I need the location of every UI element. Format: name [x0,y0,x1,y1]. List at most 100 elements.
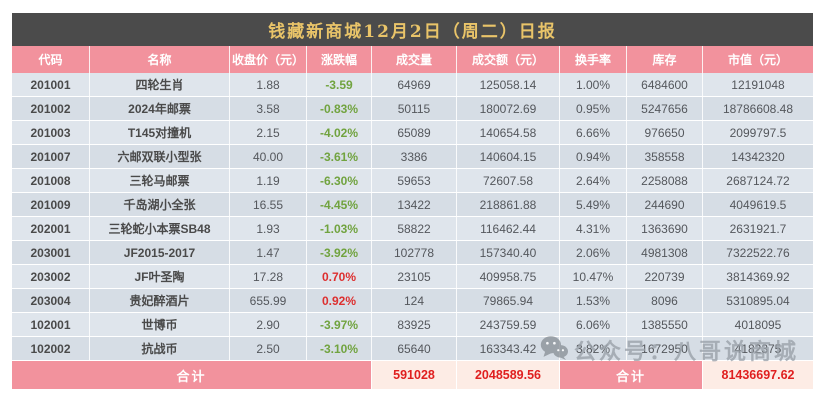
cell-mcap: 2687124.72 [726,173,790,188]
table-row: 203002 JF叶圣陶 17.28 0.70% 23105 409958.75 10.47… [12,265,813,289]
report-title: 钱藏新商城12月2日（周二）日报 [12,13,813,46]
total-volume: 591028 [372,361,457,389]
cell-turnover: 125058.14 [457,73,560,96]
cell-close: 1.47 [230,241,307,264]
column-header-turnover: 成交额（元） [457,46,560,73]
cell-mcap: 12191048 [731,77,785,92]
cell-stock: 1363690 [627,217,703,240]
cell-rate: 3.82% [560,337,627,360]
cell-change: -3.92% [307,241,372,264]
cell-rate: 6.66% [560,121,627,144]
cell-volume: 83925 [372,313,457,336]
cell-code: 201003 [12,121,90,144]
cell-close: 3.58 [230,97,307,120]
total-label: 合计 [12,361,372,389]
table-header-row: 代码 名称 收盘价（元） 涨跌幅 成交量 成交额（元） 换手率 库存 市值（元） [12,46,813,73]
cell-volume: 50115 [372,97,457,120]
cell-mcap: 2099797.5 [729,125,787,140]
total-market-value: 81436697.62 [703,361,813,389]
cell-rate: 6.06% [560,313,627,336]
cell-close: 17.28 [230,265,307,288]
cell-mcap: 4018095 [734,317,782,332]
table-row: 201003 T145对撞机 2.15 -4.02% 65089 140654.58 6.6… [12,121,813,145]
cell-mcap: 4182375 [734,341,782,356]
cell-rate: 2.64% [560,169,627,192]
cell-volume: 23105 [372,265,457,288]
cell-name: JF2015-2017 [90,241,230,264]
table-row: 202001 三轮蛇小本票SB48 1.93 -1.03% 58822 116462.44… [12,217,813,241]
cell-stock: 1672950 [627,337,703,360]
cell-close: 1.19 [230,169,307,192]
cell-change: -3.97% [307,313,372,336]
cell-stock: 6484600 [627,73,703,96]
cell-code: 201002 [12,97,90,120]
cell-name: JF叶圣陶 [90,265,230,288]
cell-mcap: 7322522.76 [726,245,790,260]
cell-stock: 1385550 [627,313,703,336]
cell-stock: 2258088 [627,169,703,192]
column-header-code: 代码 [12,46,90,73]
cell-code: 201009 [12,193,90,216]
cell-change: -1.03% [307,217,372,240]
cell-close: 655.99 [230,289,307,312]
table-row: 201008 三轮马邮票 1.19 -6.30% 59653 72607.58 2.64% 2… [12,169,813,193]
cell-name: 千岛湖小全张 [90,193,230,216]
cell-stock: 5247656 [627,97,703,120]
cell-change: -4.02% [307,121,372,144]
cell-name: 三轮蛇小本票SB48 [90,217,230,240]
cell-name: 贵妃醉酒片 [90,289,230,312]
cell-turnover: 157340.40 [457,241,560,264]
cell-mcap: 18786608.48 [722,101,794,116]
cell-close: 2.50 [230,337,307,360]
column-header-volume: 成交量 [372,46,457,73]
cell-rate: 0.94% [560,145,627,168]
total-label-2: 合计 [560,361,703,389]
cell-volume: 13422 [372,193,457,216]
table-row: 102002 抗战币 2.50 -3.10% 65640 163343.42 3.82% 16… [12,337,813,361]
cell-name: 抗战币 [90,337,230,360]
cell-change: 0.70% [307,265,372,288]
cell-stock: 358558 [627,145,703,168]
cell-volume: 102778 [372,241,457,264]
cell-turnover: 180072.69 [457,97,560,120]
cell-stock: 244690 [627,193,703,216]
cell-change: -3.59 [307,73,372,96]
cell-code: 202001 [12,217,90,240]
cell-change: -0.83% [307,97,372,120]
cell-close: 16.55 [230,193,307,216]
column-header-name: 名称 [90,46,230,73]
cell-code: 201001 [12,73,90,96]
column-header-close: 收盘价（元） [230,46,307,73]
cell-rate: 2.06% [560,241,627,264]
cell-volume: 3386 [372,145,457,168]
cell-rate: 4.31% [560,217,627,240]
cell-name: 六邮双联小型张 [90,145,230,168]
cell-turnover: 218861.88 [457,193,560,216]
cell-rate: 5.49% [560,193,627,216]
total-row: 合计 591028 2048589.56 合计 81436697.62 [12,361,813,389]
cell-volume: 59653 [372,169,457,192]
cell-change: -4.45% [307,193,372,216]
cell-turnover: 72607.58 [457,169,560,192]
cell-close: 1.88 [230,73,307,96]
cell-turnover: 140604.15 [457,145,560,168]
column-header-change: 涨跌幅 [307,46,372,73]
cell-mcap: 5310895.04 [726,293,790,308]
cell-rate: 1.00% [560,73,627,96]
total-turnover: 2048589.56 [457,361,560,389]
cell-turnover: 163343.42 [457,337,560,360]
cell-turnover: 116462.44 [457,217,560,240]
cell-code: 102002 [12,337,90,360]
cell-stock: 8096 [627,289,703,312]
table-body: 201001 四轮生肖 1.88 -3.59 64969 125058.14 1.00% 64… [12,73,813,361]
cell-code: 201007 [12,145,90,168]
cell-volume: 124 [372,289,457,312]
cell-volume: 64969 [372,73,457,96]
cell-volume: 58822 [372,217,457,240]
table-row: 203004 贵妃醉酒片 655.99 0.92% 124 79865.94 1.53% 80… [12,289,813,313]
column-header-mcap: 市值（元） [727,53,788,67]
cell-change: 0.92% [307,289,372,312]
cell-close: 2.90 [230,313,307,336]
column-header-stock: 库存 [627,46,703,73]
cell-code: 203001 [12,241,90,264]
